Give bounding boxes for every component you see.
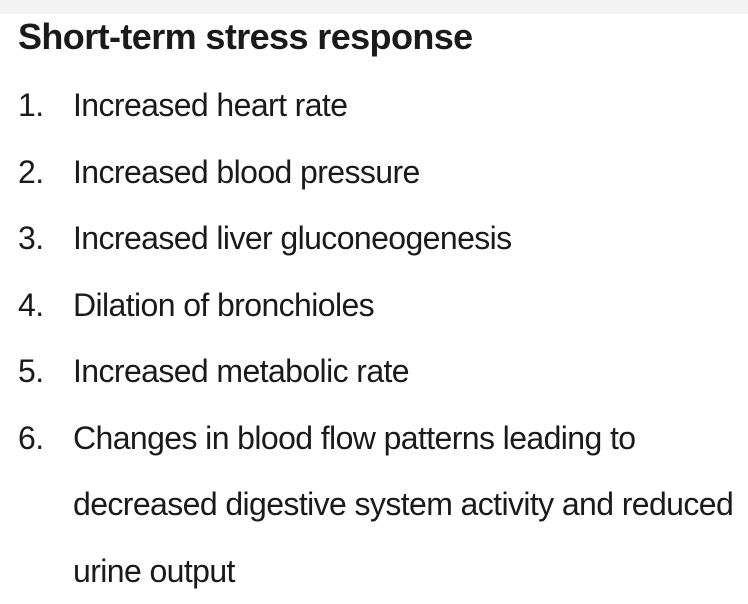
list-item-number: 3. — [18, 205, 73, 272]
page-title: Short-term stress response — [18, 14, 742, 60]
list-item: 4. Dilation of bronchioles — [18, 272, 742, 339]
list-item: 5. Increased metabolic rate — [18, 338, 742, 405]
stress-response-list: 1. Increased heart rate 2. Increased blo… — [18, 72, 742, 604]
list-item-text: Increased blood pressure — [73, 139, 742, 206]
list-item-number: 1. — [18, 72, 73, 139]
list-item-text: Dilation of bronchioles — [73, 272, 742, 339]
list-item: 6. Changes in blood flow patterns leadin… — [18, 405, 742, 604]
list-item-number: 6. — [18, 405, 73, 472]
list-item-text: Increased heart rate — [73, 72, 742, 139]
list-item: 3. Increased liver gluconeogenesis — [18, 205, 742, 272]
list-item-number: 5. — [18, 338, 73, 405]
list-item-number: 2. — [18, 139, 73, 206]
list-item-text: Changes in blood flow patterns leading t… — [73, 405, 742, 604]
document-body: Short-term stress response 1. Increased … — [18, 14, 742, 604]
list-item: 1. Increased heart rate — [18, 72, 742, 139]
list-item-text: Increased metabolic rate — [73, 338, 742, 405]
list-item-text: Increased liver gluconeogenesis — [73, 205, 742, 272]
top-strip — [0, 0, 748, 14]
list-item: 2. Increased blood pressure — [18, 139, 742, 206]
list-item-number: 4. — [18, 272, 73, 339]
